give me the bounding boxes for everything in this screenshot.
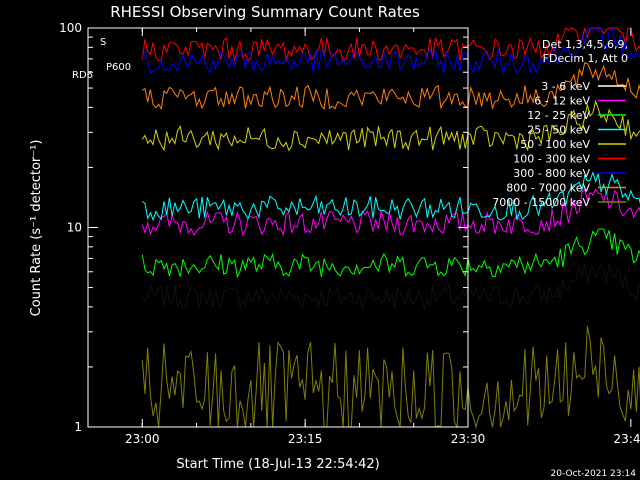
legend-entry-label: 7000 - 15000 keV <box>492 196 590 209</box>
legend-entry-label: 3 - 6 keV <box>541 80 590 93</box>
annotation-label: RD6 <box>72 70 93 81</box>
series-line <box>142 62 640 111</box>
render-timestamp: 20-Oct-2021 23:14 <box>551 469 637 479</box>
series-line <box>141 188 640 237</box>
x-tick-label: 23:45 <box>614 432 640 446</box>
series-line <box>141 26 640 75</box>
legend-entry-label: 800 - 7000 keV <box>506 182 590 195</box>
legend-entry-label: 300 - 800 keV <box>513 167 590 180</box>
legend-entry-label: 50 - 100 keV <box>520 138 590 151</box>
legend-entry-label: 6 - 12 keV <box>534 95 590 108</box>
series-line <box>141 99 640 152</box>
annotation-label: P600 <box>106 62 131 73</box>
legend-entry-label: 25 - 50 keV <box>527 124 590 137</box>
x-tick-label: 23:30 <box>451 432 486 446</box>
axis-layer: 23:0023:1523:3023:4500:0000:1500:3011010… <box>59 21 640 446</box>
x-tick-label: 23:15 <box>288 432 323 446</box>
legend-entry-label: 100 - 300 keV <box>513 153 590 166</box>
series-line <box>141 326 640 429</box>
legend-header: FDecim 1, Att 0 <box>543 52 628 65</box>
y-tick-label: 1 <box>74 420 82 434</box>
y-tick-label: 100 <box>59 21 82 35</box>
x-tick-label: 23:00 <box>125 432 160 446</box>
series-line <box>141 228 640 279</box>
legend-header: Det 1,3,4,5,6,9, <box>542 38 628 51</box>
series-line <box>141 262 640 311</box>
x-axis-label: Start Time (18-Jul-13 22:54:42) <box>176 457 379 472</box>
series-line <box>141 27 640 63</box>
legend-entry-label: 12 - 25 keV <box>527 109 590 122</box>
y-tick-label: 10 <box>67 221 82 235</box>
legend: Det 1,3,4,5,6,9,FDecim 1, Att 0 3 - 6 keV… <box>72 37 628 209</box>
chart-title: RHESSI Observing Summary Count Rates <box>110 3 420 21</box>
y-axis-label: Count Rate (s⁻¹ detector⁻¹) <box>29 140 44 317</box>
annotation-label: S <box>100 37 106 48</box>
series-layer <box>141 26 640 429</box>
series-line <box>142 171 640 222</box>
